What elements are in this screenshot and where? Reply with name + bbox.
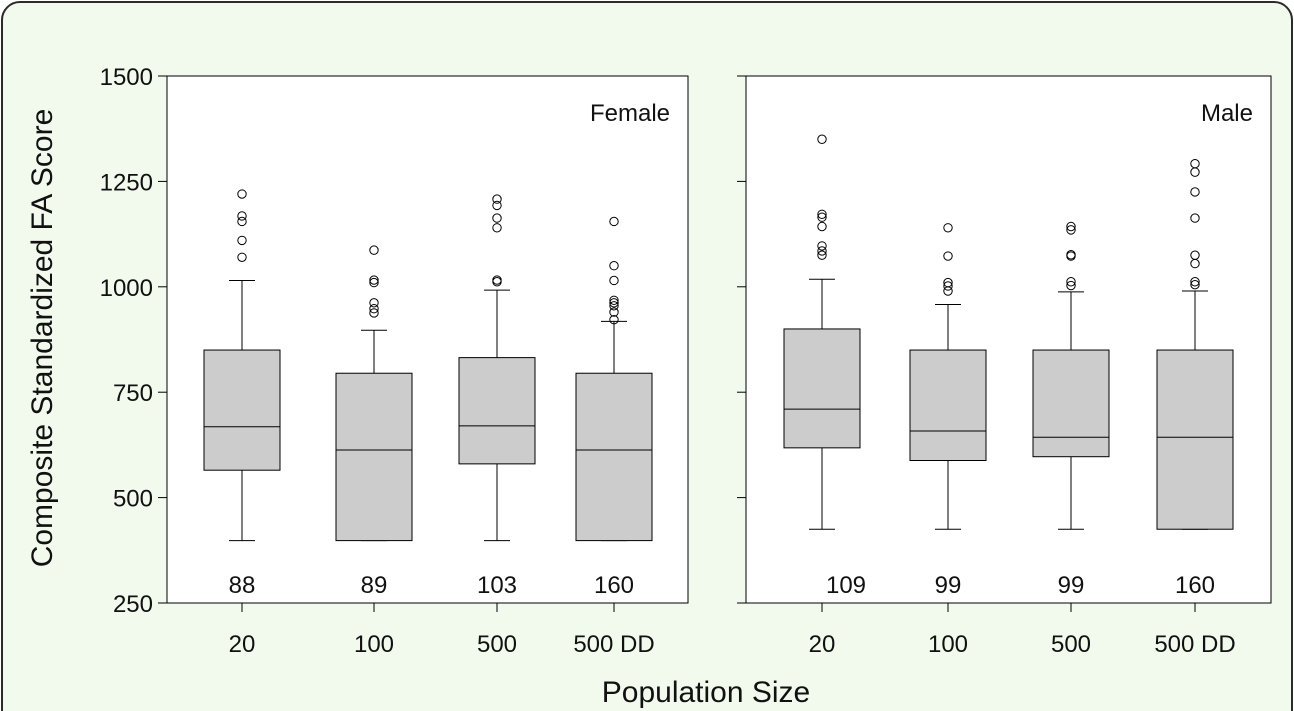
panel-2-box-1-outlier (817, 209, 827, 219)
panel-1-box-2-outlier (369, 308, 379, 318)
y-axis-label: Composite Standardized FA Score (26, 109, 59, 568)
panel-1-box-2-outlier (369, 245, 379, 255)
panel-2-box-4-n-label: 160 (1175, 572, 1215, 599)
panel-1-box-4-n-label: 160 (594, 572, 634, 599)
panel-2-box-4-outlier (1190, 158, 1200, 169)
panel-2-box-2-box (909, 349, 987, 461)
panel-1-box-1-outlier (237, 216, 247, 227)
panel-1-box-3-outlier (492, 200, 502, 211)
panel-2-box-2-outlier (943, 277, 953, 288)
panel-2-box-1-outlier (817, 246, 827, 256)
panel-1-x-tick-label: 100 (354, 631, 394, 658)
panel-2-box-4-outlier (1190, 187, 1200, 197)
panel-2-box-4-outlier (1190, 213, 1200, 223)
panel-2-x-tick-label: 20 (809, 631, 836, 658)
panel-2-box-4-outlier (1190, 250, 1200, 260)
y-tick-label: 500 (113, 486, 153, 513)
plot-layer: 250 500 750 1000 1250 1500 20 100 500 500 DD Femal… (100, 64, 1272, 658)
panel-1-box-3-box (458, 357, 536, 465)
panel-1-box-3-n-label: 103 (477, 572, 517, 599)
panel-2-box-3-box (1032, 349, 1110, 458)
panel-2-box-2-outlier (943, 251, 953, 261)
panel-2-box-1-box (783, 328, 861, 449)
panel-1-box-2-outlier (369, 275, 379, 285)
panel-1-box-2-n-label: 89 (361, 572, 388, 599)
panel-2-box-1-n-label: 109 (826, 572, 866, 599)
panel-2-box-1-outlier (817, 134, 827, 144)
panel-2-box-3-outlier (1066, 277, 1076, 287)
panel-1-box-3-outlier (492, 213, 502, 223)
y-tick-label: 1000 (100, 275, 153, 302)
panel-1-box-1-n-label: 88 (229, 572, 256, 599)
panel-1-box-4-outlier (609, 307, 619, 317)
panel-1-box-4-outlier (609, 301, 619, 311)
panel-2-box-2-outlier (943, 281, 953, 291)
panel-2-label: Male (1201, 100, 1253, 127)
panel-1-x-tick-label: 500 DD (573, 631, 654, 658)
panel-1-box-3-outlier (492, 223, 502, 233)
panel-1-box-1-outlier (237, 235, 247, 246)
panel-2-box-4-outlier (1190, 277, 1200, 287)
panel-1-box-2-outlier (369, 298, 379, 308)
y-tick-label: 1250 (100, 169, 153, 196)
panel-2-box-3-n-label: 99 (1058, 572, 1085, 599)
panel-1-x-tick-label: 20 (229, 631, 256, 658)
panel-2-box-1-outlier (817, 212, 827, 222)
panel-2-box-4-box (1156, 349, 1234, 530)
panel-1-box-1-outlier (237, 211, 247, 221)
panel-1-box-4-box (575, 372, 653, 542)
panel-1-box-1-outlier (237, 252, 247, 262)
panel-2-box-1-outlier (817, 241, 827, 251)
panel-1-box-4-outlier (609, 216, 619, 227)
panel-1-box-4-outlier (609, 275, 619, 286)
panel-2-box-3-outlier (1066, 221, 1076, 232)
x-axis-label: Population Size (602, 676, 810, 709)
panel-2-box-1-outlier (817, 250, 827, 260)
panel-1-box-2-box (335, 372, 413, 542)
panel-1-box-4-outlier (609, 295, 619, 305)
panel-1-box-4-outlier (609, 261, 619, 271)
panel-2-box-3-outlier (1066, 225, 1076, 235)
panel-1-box-1-box (203, 349, 281, 471)
panel-2-box-3-outlier (1066, 280, 1076, 291)
panel-2-x-tick-label: 500 DD (1154, 631, 1235, 658)
panel-1-label: Female (590, 100, 670, 127)
panel-1-box-4-outlier (609, 314, 619, 325)
panel-2-box-4-outlier (1190, 279, 1200, 290)
panel-1-box-2-outlier (369, 304, 379, 314)
panel-1-box-1-outlier (237, 189, 247, 199)
panel-2-box-2-n-label: 99 (935, 572, 962, 599)
panel-2-box-1-outlier (817, 221, 827, 232)
panel-2-box-2-outlier (943, 223, 953, 233)
y-tick-label: 1500 (100, 64, 153, 91)
panel-2-x-tick-label: 500 (1051, 631, 1091, 658)
panel-2-x-tick-label: 100 (928, 631, 968, 658)
panel-1-box-4-outlier (609, 298, 619, 308)
panel-1-box-2-outlier (369, 277, 379, 288)
y-tick-label: 250 (113, 591, 153, 618)
y-tick-label: 750 (113, 380, 153, 407)
panel-2-box-3-outlier (1066, 250, 1076, 260)
panel-1-x-tick-label: 500 (477, 631, 517, 658)
panel-1-box-3-outlier (492, 194, 502, 204)
panel-1-box-3-outlier (492, 275, 502, 285)
